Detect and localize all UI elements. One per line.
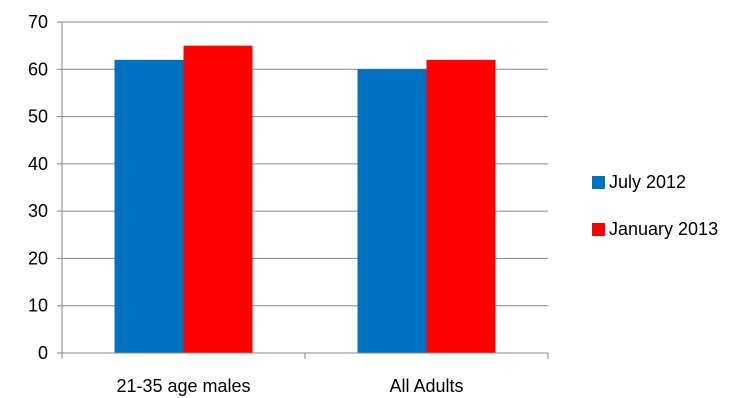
y-tick-label: 10 bbox=[28, 296, 48, 316]
bars bbox=[114, 45, 496, 354]
y-tick-labels: 0 10 20 30 40 50 60 70 bbox=[28, 12, 48, 363]
legend: July 2012 January 2013 bbox=[592, 172, 718, 239]
bar-january-2013 bbox=[183, 45, 253, 354]
legend-label: July 2012 bbox=[609, 172, 686, 192]
legend-swatch bbox=[592, 223, 605, 236]
y-tick-label: 20 bbox=[28, 248, 48, 268]
y-tick-label: 70 bbox=[28, 12, 48, 32]
y-tick-label: 30 bbox=[28, 201, 48, 221]
y-tick-label: 0 bbox=[38, 343, 48, 363]
x-tick-labels: 21-35 age males All Adults bbox=[116, 376, 463, 396]
x-tick-label: All Adults bbox=[389, 376, 463, 396]
bar-january-2013 bbox=[426, 59, 496, 353]
axes bbox=[57, 21, 549, 359]
bar-july-2012 bbox=[357, 69, 427, 354]
bar-july-2012 bbox=[114, 59, 184, 353]
legend-swatch bbox=[592, 176, 605, 189]
y-tick-label: 60 bbox=[28, 59, 48, 79]
y-tick-label: 50 bbox=[28, 107, 48, 127]
legend-label: January 2013 bbox=[609, 219, 718, 239]
x-tick-label: 21-35 age males bbox=[116, 376, 250, 396]
y-tick-label: 40 bbox=[28, 154, 48, 174]
